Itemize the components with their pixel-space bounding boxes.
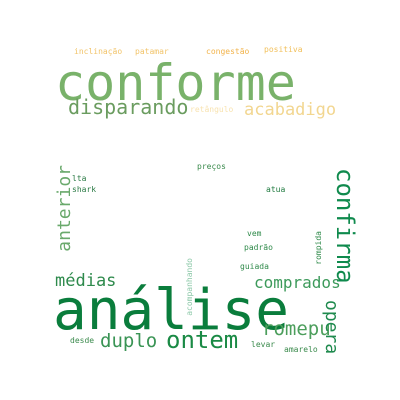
word-duplo: duplo [100, 330, 158, 352]
word-patamar: patamar [135, 47, 169, 56]
word-conforme: conforme [55, 54, 296, 112]
word-opera: opera [321, 300, 342, 355]
word-medias: médias [55, 271, 117, 291]
word-ontem: ontem [166, 326, 239, 354]
word-positiva: positiva [264, 45, 303, 54]
word-lta: lta [72, 174, 87, 183]
word-disparando: disparando [68, 95, 189, 119]
word-amarelo: amarelo [284, 345, 318, 354]
word-comprados: comprados [254, 273, 341, 292]
word-confirma: confirma [331, 168, 359, 284]
word-guiada: guiada [240, 262, 269, 271]
word-desde: desde [70, 336, 95, 345]
word-analise: análise [53, 278, 290, 343]
word-precos: preços [197, 162, 226, 171]
word-acabadigo: acabadigo [244, 100, 337, 120]
word-retangulo: retângulo [190, 105, 234, 114]
word-inclinacao: inclinação [74, 47, 123, 56]
word-acompanhando: acompanhando [185, 258, 194, 316]
word-vem: vem [247, 229, 262, 238]
word-levar: levar [251, 340, 276, 349]
word-padrao: padrão [244, 243, 273, 252]
word-romepu: romepu [262, 318, 331, 340]
word-shark: shark [72, 185, 97, 194]
word-atua: atua [266, 185, 286, 194]
word-congestao: congestão [206, 47, 250, 56]
word-rompida: rompida [314, 231, 323, 265]
